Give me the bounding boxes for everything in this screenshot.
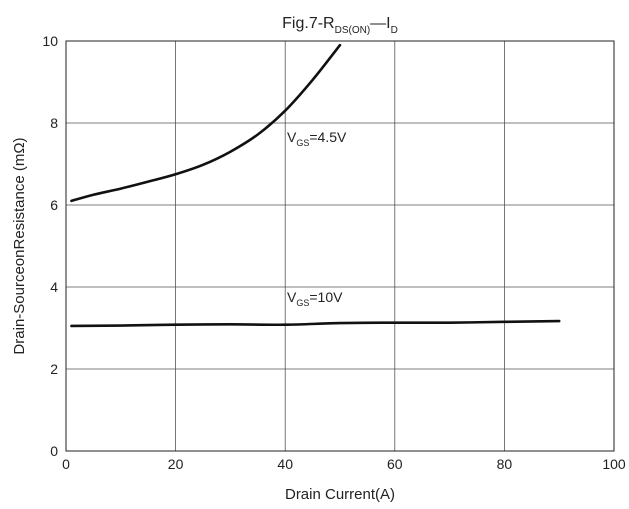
title-subscript: DS(ON) <box>335 25 371 36</box>
grid <box>65 40 615 452</box>
curves <box>70 43 561 328</box>
x-tick-label: 20 <box>168 456 184 472</box>
series-label: VGS=10V <box>287 289 343 308</box>
y-tick-label: 0 <box>50 443 58 459</box>
series-label: VGS=4.5V <box>287 129 347 148</box>
x-tick-label: 40 <box>277 456 293 472</box>
y-axis-label: Drain-SourceonResistance (mΩ) <box>11 137 28 354</box>
y-tick-label: 10 <box>42 33 58 49</box>
title-main: Fig.7-R <box>282 15 334 32</box>
title-subscript: D <box>391 25 398 36</box>
plot-frame <box>65 40 615 452</box>
y-tick-label: 4 <box>50 279 58 295</box>
series-line-0 <box>70 43 342 203</box>
title-mid: —I <box>370 15 390 32</box>
y-tick-label: 8 <box>50 115 58 131</box>
x-tick-label: 0 <box>62 456 70 472</box>
tick-labels: 0 20 40 60 80 100 0 2 4 6 8 10 <box>42 33 625 472</box>
x-tick-label: 60 <box>387 456 403 472</box>
y-tick-label: 2 <box>50 361 58 377</box>
x-axis-label: Drain Current(A) <box>285 486 395 503</box>
x-tick-label: 80 <box>497 456 513 472</box>
series-line-1 <box>70 319 561 328</box>
chart-title: Fig.7-RDS(ON)—ID <box>282 15 398 36</box>
x-tick-label: 100 <box>602 456 626 472</box>
y-tick-label: 6 <box>50 197 58 213</box>
